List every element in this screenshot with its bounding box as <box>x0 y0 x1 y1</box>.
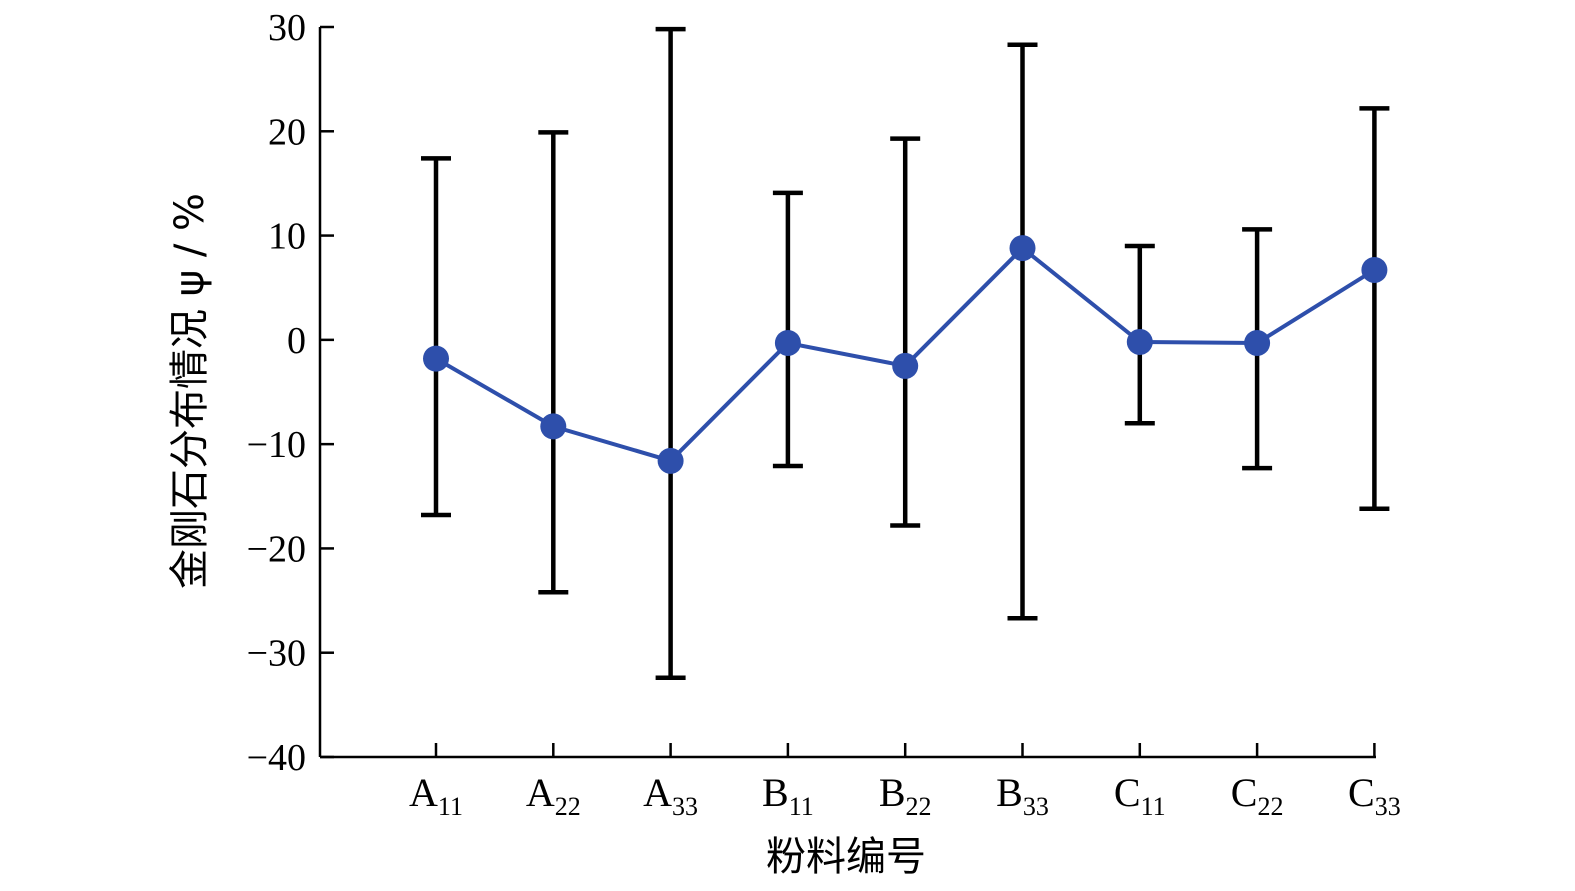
x-tick-label: C22 <box>1231 770 1284 821</box>
x-tick-label-sub: 22 <box>555 792 581 821</box>
data-point <box>657 447 684 474</box>
x-tick-label: A33 <box>643 770 698 821</box>
x-tick-label-main: C <box>1348 770 1375 815</box>
y-tick-label: 10 <box>268 216 306 258</box>
y-axis-title: 金刚石分布情况 ψ / % <box>167 193 213 589</box>
x-tick-label-sub: 11 <box>1141 792 1166 821</box>
x-tick-label: C33 <box>1348 770 1401 821</box>
y-tick-label: −10 <box>247 424 306 466</box>
x-tick-label-main: A <box>409 770 438 815</box>
x-tick-label: C11 <box>1114 770 1166 821</box>
y-tick-label: −30 <box>247 633 306 675</box>
y-ticks: 30 20 10 0 −10 −20 −30 −40 <box>247 7 334 779</box>
x-tick-label-main: B <box>762 770 789 815</box>
series-group <box>423 235 1388 474</box>
x-tick-label-main: C <box>1114 770 1141 815</box>
x-axis-title: 粉料编号 <box>766 834 926 880</box>
data-point <box>1244 329 1271 356</box>
x-tick-label-main: A <box>526 770 555 815</box>
x-ticks: A11 A22 A33 B11 B22 B33 C11 C22 C33 <box>409 743 1401 821</box>
x-tick-label-main: B <box>879 770 906 815</box>
data-point <box>1009 235 1036 262</box>
x-tick-label-sub: 33 <box>672 792 698 821</box>
x-tick-label: A22 <box>526 770 581 821</box>
y-tick-label: 20 <box>268 111 306 153</box>
x-tick-label-sub: 33 <box>1023 792 1049 821</box>
y-tick-label: −20 <box>247 528 306 570</box>
data-point <box>423 345 449 372</box>
data-point <box>1126 328 1153 355</box>
x-tick-label-sub: 33 <box>1375 792 1401 821</box>
axes <box>318 27 1376 759</box>
x-tick-label-sub: 22 <box>1257 792 1283 821</box>
x-tick-label: B33 <box>996 770 1049 821</box>
x-tick-label-main: C <box>1231 770 1258 815</box>
x-tick-label-sub: 11 <box>789 792 814 821</box>
data-point <box>774 329 801 356</box>
x-tick-label: A11 <box>409 770 463 821</box>
x-tick-label: B11 <box>762 770 814 821</box>
y-tick-label: 0 <box>287 320 306 362</box>
y-tick-label: −40 <box>247 737 306 779</box>
data-point <box>540 413 567 440</box>
x-tick-label-main: A <box>643 770 672 815</box>
x-tick-label-main: B <box>996 770 1023 815</box>
y-tick-label: 30 <box>268 7 306 49</box>
data-point <box>1361 256 1388 283</box>
x-tick-label: B22 <box>879 770 932 821</box>
data-point <box>892 352 919 379</box>
x-tick-label-sub: 22 <box>906 792 932 821</box>
x-tick-label-sub: 11 <box>438 792 463 821</box>
